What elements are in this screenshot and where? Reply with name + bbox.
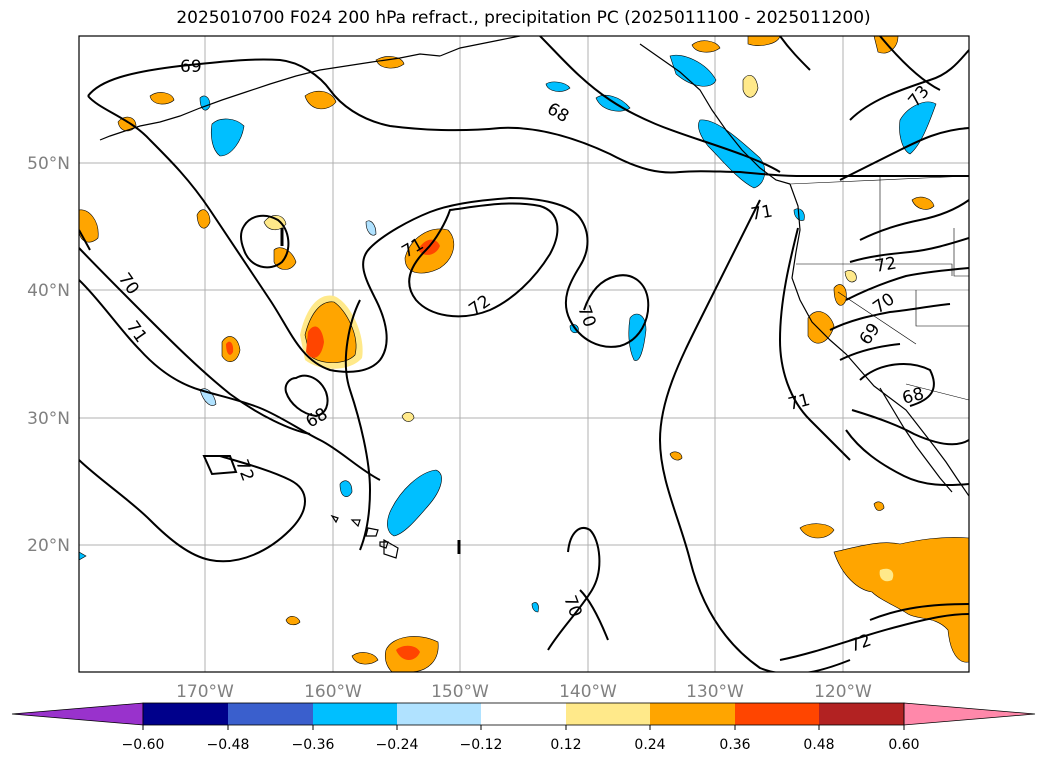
precip-fills <box>79 36 969 672</box>
contour-label: 71 <box>749 201 774 224</box>
colorbar: −0.60 −0.48 −0.36 −0.24 −0.12 0.12 0.24 … <box>11 702 1036 753</box>
colorbar-segment <box>735 703 819 725</box>
map-title: 2025010700 F024 200 hPa refract., precip… <box>176 8 871 28</box>
colorbar-tick-label: 0.24 <box>634 737 665 753</box>
longitude-labels: 170°W 160°W 150°W 140°W 130°W 120°W <box>176 682 872 702</box>
colorbar-ticks <box>142 725 905 730</box>
refractivity-contours <box>79 36 969 672</box>
lat-label: 20°N <box>27 536 70 556</box>
lon-label: 130°W <box>686 682 744 702</box>
contour-label: 72 <box>873 253 898 276</box>
colorbar-extend-high <box>903 702 1036 726</box>
lat-label: 30°N <box>27 409 70 429</box>
colorbar-tick-label: 0.12 <box>550 737 581 753</box>
colorbar-extend-low <box>11 702 144 726</box>
lon-label: 120°W <box>814 682 872 702</box>
lat-label: 50°N <box>27 154 70 174</box>
colorbar-segment <box>228 703 313 725</box>
colorbar-segment <box>819 703 904 725</box>
lon-label: 140°W <box>559 682 617 702</box>
colorbar-segment <box>650 703 735 725</box>
colorbar-segment <box>481 703 566 725</box>
contour-label: 69 <box>180 57 202 77</box>
colorbar-tick-label: −0.12 <box>460 737 503 753</box>
lon-label: 160°W <box>304 682 362 702</box>
coastlines <box>99 36 969 559</box>
colorbar-tick-label: −0.60 <box>122 737 165 753</box>
colorbar-segment <box>566 703 650 725</box>
colorbar-segment <box>397 703 481 725</box>
colorbar-segment <box>143 703 228 725</box>
colorbar-segment <box>313 703 397 725</box>
colorbar-tick-label: 0.36 <box>719 737 750 753</box>
colorbar-tick-label: −0.48 <box>207 737 250 753</box>
colorbar-tick-label: −0.36 <box>292 737 335 753</box>
latitude-labels: 50°N 40°N 30°N 20°N <box>27 154 70 556</box>
map-frame <box>78 35 970 673</box>
lon-label: 170°W <box>176 682 234 702</box>
lat-label: 40°N <box>27 281 70 301</box>
colorbar-tick-label: 0.48 <box>803 737 834 753</box>
lon-label: 150°W <box>431 682 489 702</box>
colorbar-tick-label: −0.24 <box>376 737 419 753</box>
colorbar-tick-label: 0.60 <box>888 737 919 753</box>
